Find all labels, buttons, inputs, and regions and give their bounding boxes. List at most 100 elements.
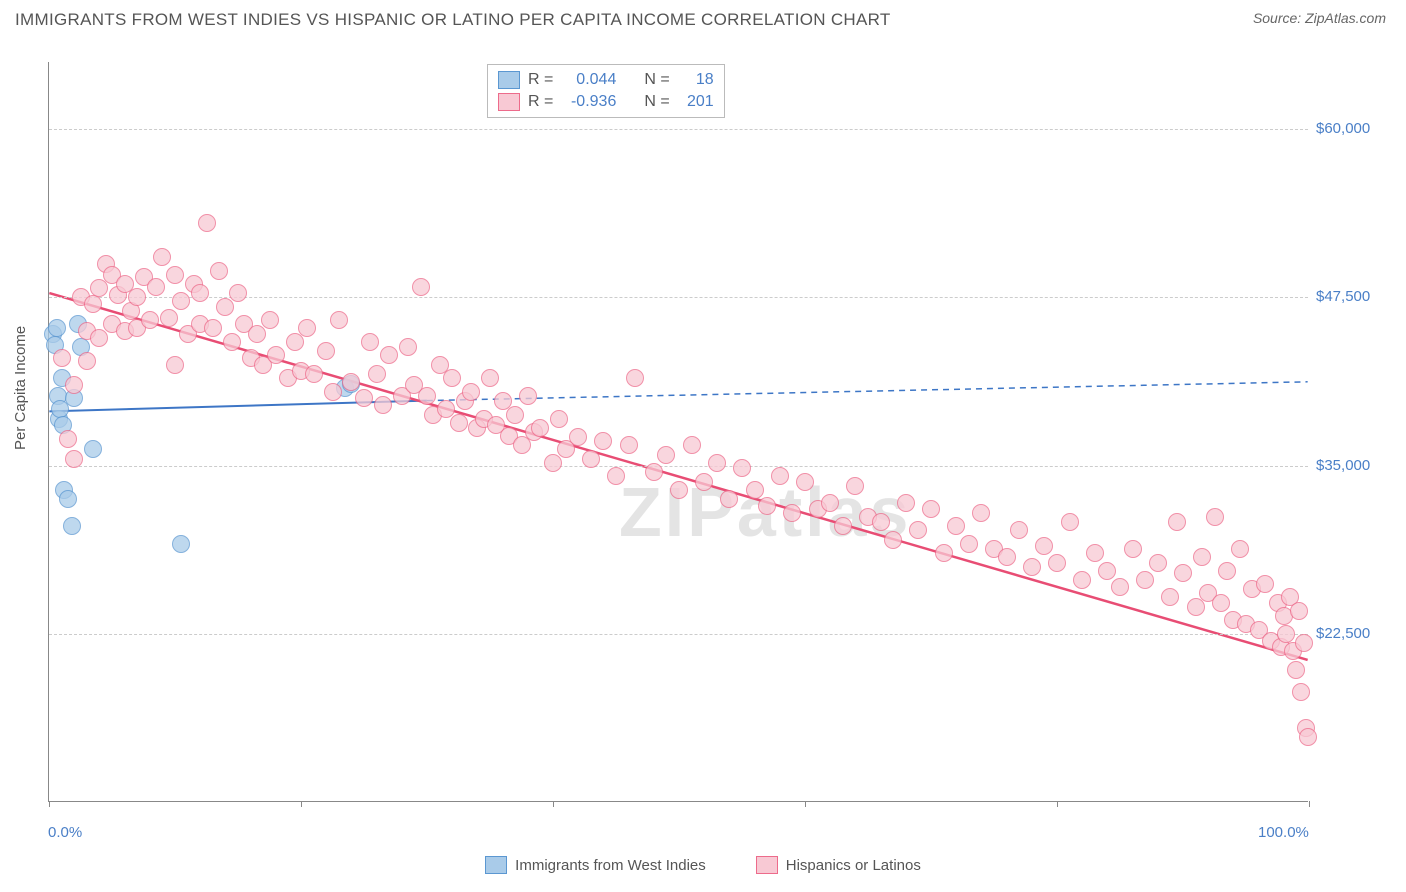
scatter-point bbox=[960, 535, 978, 553]
scatter-point bbox=[922, 500, 940, 518]
scatter-point bbox=[166, 356, 184, 374]
scatter-point bbox=[305, 365, 323, 383]
scatter-point bbox=[450, 414, 468, 432]
x-tick bbox=[1057, 801, 1058, 807]
legend-swatch bbox=[756, 856, 778, 874]
scatter-point bbox=[166, 266, 184, 284]
legend-label: Hispanics or Latinos bbox=[786, 857, 921, 874]
scatter-point bbox=[1061, 513, 1079, 531]
legend-swatch bbox=[485, 856, 507, 874]
scatter-point bbox=[821, 494, 839, 512]
scatter-point bbox=[695, 473, 713, 491]
scatter-point bbox=[1299, 728, 1317, 746]
scatter-point bbox=[65, 376, 83, 394]
scatter-point bbox=[59, 430, 77, 448]
scatter-point bbox=[128, 288, 146, 306]
scatter-point bbox=[708, 454, 726, 472]
source-label: Source: ZipAtlas.com bbox=[1253, 10, 1386, 26]
scatter-point bbox=[1161, 588, 1179, 606]
gridline bbox=[49, 129, 1308, 130]
scatter-point bbox=[53, 349, 71, 367]
scatter-point bbox=[172, 535, 190, 553]
scatter-point bbox=[1218, 562, 1236, 580]
scatter-point bbox=[141, 311, 159, 329]
scatter-point bbox=[412, 278, 430, 296]
scatter-point bbox=[48, 319, 66, 337]
scatter-point bbox=[645, 463, 663, 481]
scatter-point bbox=[342, 373, 360, 391]
scatter-point bbox=[1111, 578, 1129, 596]
scatter-point bbox=[298, 319, 316, 337]
scatter-point bbox=[59, 490, 77, 508]
scatter-point bbox=[531, 419, 549, 437]
scatter-point bbox=[746, 481, 764, 499]
scatter-point bbox=[1206, 508, 1224, 526]
scatter-point bbox=[462, 383, 480, 401]
scatter-point bbox=[569, 428, 587, 446]
scatter-point bbox=[204, 319, 222, 337]
scatter-point bbox=[1295, 634, 1313, 652]
scatter-point bbox=[1193, 548, 1211, 566]
scatter-point bbox=[160, 309, 178, 327]
scatter-point bbox=[399, 338, 417, 356]
scatter-point bbox=[198, 214, 216, 232]
scatter-point bbox=[1277, 625, 1295, 643]
chart-plot-area: ZIPatlas R =0.044N =18R =-0.936N =201 bbox=[48, 62, 1308, 802]
stats-row: R =0.044N =18 bbox=[498, 69, 714, 91]
x-tick-label: 0.0% bbox=[48, 824, 82, 841]
scatter-point bbox=[998, 548, 1016, 566]
scatter-point bbox=[1136, 571, 1154, 589]
scatter-point bbox=[783, 504, 801, 522]
x-tick bbox=[49, 801, 50, 807]
scatter-point bbox=[1292, 683, 1310, 701]
scatter-point bbox=[1048, 554, 1066, 572]
scatter-point bbox=[834, 517, 852, 535]
scatter-point bbox=[368, 365, 386, 383]
scatter-point bbox=[884, 531, 902, 549]
scatter-point bbox=[1168, 513, 1186, 531]
y-axis-label: Per Capita Income bbox=[12, 326, 29, 450]
scatter-point bbox=[872, 513, 890, 531]
x-tick bbox=[805, 801, 806, 807]
scatter-point bbox=[1023, 558, 1041, 576]
trend-lines-svg bbox=[49, 62, 1308, 801]
scatter-point bbox=[972, 504, 990, 522]
scatter-point bbox=[1073, 571, 1091, 589]
scatter-point bbox=[63, 517, 81, 535]
scatter-point bbox=[1035, 537, 1053, 555]
scatter-point bbox=[1290, 602, 1308, 620]
scatter-point bbox=[355, 389, 373, 407]
legend-item: Immigrants from West Indies bbox=[485, 856, 706, 874]
scatter-point bbox=[1256, 575, 1274, 593]
scatter-point bbox=[607, 467, 625, 485]
scatter-point bbox=[229, 284, 247, 302]
scatter-point bbox=[223, 333, 241, 351]
scatter-point bbox=[1086, 544, 1104, 562]
scatter-point bbox=[897, 494, 915, 512]
x-tick bbox=[553, 801, 554, 807]
scatter-point bbox=[506, 406, 524, 424]
x-tick bbox=[1309, 801, 1310, 807]
scatter-point bbox=[84, 440, 102, 458]
scatter-point bbox=[1149, 554, 1167, 572]
chart-title: IMMIGRANTS FROM WEST INDIES VS HISPANIC … bbox=[15, 10, 891, 30]
scatter-point bbox=[261, 311, 279, 329]
gridline bbox=[49, 466, 1308, 467]
scatter-point bbox=[594, 432, 612, 450]
scatter-point bbox=[330, 311, 348, 329]
scatter-point bbox=[210, 262, 228, 280]
scatter-point bbox=[361, 333, 379, 351]
scatter-point bbox=[1124, 540, 1142, 558]
legend-swatch bbox=[498, 71, 520, 89]
scatter-point bbox=[670, 481, 688, 499]
legend-label: Immigrants from West Indies bbox=[515, 857, 706, 874]
scatter-point bbox=[733, 459, 751, 477]
y-tick-label: $35,000 bbox=[1316, 457, 1370, 474]
correlation-stats-box: R =0.044N =18R =-0.936N =201 bbox=[487, 64, 725, 118]
scatter-point bbox=[65, 450, 83, 468]
scatter-point bbox=[191, 284, 209, 302]
scatter-point bbox=[758, 497, 776, 515]
scatter-point bbox=[620, 436, 638, 454]
scatter-point bbox=[720, 490, 738, 508]
legend-swatch bbox=[498, 93, 520, 111]
